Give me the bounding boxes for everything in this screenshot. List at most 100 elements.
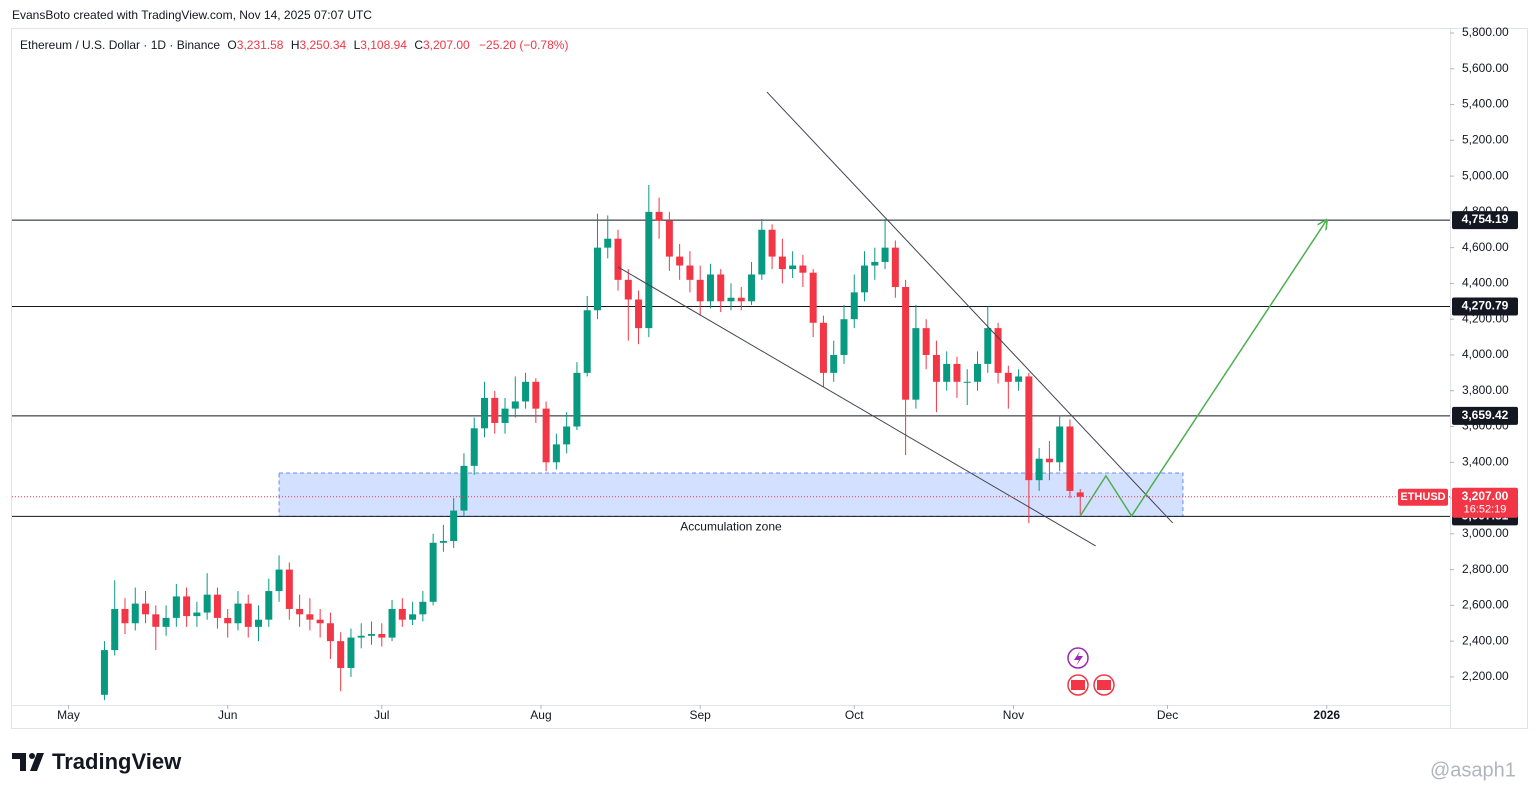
candle-body	[224, 617, 232, 624]
candle-body	[121, 608, 129, 624]
candle-body	[963, 381, 971, 383]
candle-body	[439, 540, 447, 543]
candle-body	[922, 328, 930, 355]
candle-body	[655, 211, 663, 221]
candle-body	[830, 354, 838, 373]
y-tick-label: 3,000.00	[1462, 526, 1509, 540]
x-tick-label: Aug	[530, 708, 551, 722]
event-icons	[1067, 647, 1115, 696]
candle-body	[183, 596, 191, 617]
y-tick-label: 3,400.00	[1462, 454, 1509, 468]
candle-body	[162, 617, 170, 627]
open-value: 3,231.58	[237, 38, 284, 52]
candle-body	[1066, 426, 1074, 491]
level-tag	[1452, 406, 1518, 425]
low-value: 3,108.94	[360, 38, 407, 52]
candle-body	[450, 510, 458, 541]
candle-body	[111, 608, 119, 651]
trendline	[766, 91, 1174, 524]
candle-body	[193, 612, 201, 617]
candle-body	[542, 408, 550, 463]
x-tick-label: Jun	[218, 708, 237, 722]
candle-body	[563, 426, 571, 445]
y-tick-label: 4,000.00	[1462, 347, 1509, 361]
candle-body	[727, 297, 735, 302]
y-tick-label: 2,200.00	[1462, 669, 1509, 683]
last-price-label: 3,207.00	[1462, 489, 1509, 503]
high-value: 3,250.34	[300, 38, 347, 52]
level-tag-label: 4,270.79	[1462, 299, 1509, 313]
y-tick-label: 5,000.00	[1462, 168, 1509, 182]
candle-body	[152, 614, 160, 627]
candle-body	[912, 328, 920, 400]
candle-body	[306, 614, 314, 620]
candle-body	[357, 635, 365, 638]
candle-body	[378, 633, 386, 638]
panel-border	[11, 28, 1528, 729]
candle-body	[511, 401, 519, 409]
candle-body	[398, 608, 406, 620]
candle-body	[984, 328, 992, 364]
candle-body	[460, 465, 468, 511]
last-price-name: ETHUSD	[1400, 491, 1445, 503]
y-tick-label: 4,400.00	[1462, 276, 1509, 290]
candle-body	[593, 247, 601, 311]
watermark: @asaph1	[1430, 759, 1516, 781]
candle-body	[768, 229, 776, 257]
brand: TradingView	[12, 749, 182, 774]
candle-body	[522, 381, 530, 402]
candle-body	[255, 619, 263, 627]
level-tag	[1452, 211, 1518, 230]
event-icon-bolt	[1074, 651, 1083, 666]
y-tick-label: 5,800.00	[1462, 25, 1509, 39]
candle-body	[1056, 426, 1064, 463]
candle-body	[368, 633, 375, 636]
candle-body	[819, 322, 827, 373]
x-tick-label: Oct	[845, 708, 864, 722]
candle-body	[1025, 376, 1033, 481]
candle-body	[470, 428, 478, 466]
zone-label: Accumulation zone	[680, 520, 782, 534]
candle-body	[213, 594, 221, 618]
candle-body	[409, 614, 417, 620]
candle-body	[737, 297, 745, 302]
candle-body	[142, 603, 150, 615]
y-tick-label: 2,800.00	[1462, 562, 1509, 576]
candle-body	[275, 569, 283, 592]
x-tick-label: Jul	[374, 708, 389, 722]
candle-body	[347, 637, 355, 668]
candle-body	[491, 397, 499, 423]
candle-body	[131, 603, 139, 624]
level-tag	[1452, 297, 1518, 316]
candle-body	[326, 623, 334, 642]
candle-body	[583, 310, 591, 373]
candle-body	[1015, 376, 1023, 382]
candle-body	[850, 292, 858, 320]
candle-body	[573, 372, 581, 427]
y-tick-label: 2,600.00	[1462, 598, 1509, 612]
candle-body	[1035, 458, 1043, 481]
y-tick-label: 2,400.00	[1462, 633, 1509, 647]
change: −25.20 (−0.78%)	[479, 38, 568, 52]
open-key: O	[227, 38, 236, 52]
projection-path	[1079, 220, 1327, 518]
candle-body	[665, 220, 673, 257]
candle-body	[316, 619, 324, 624]
candle-body	[809, 272, 817, 323]
candle-body	[748, 274, 756, 302]
candle-body	[635, 299, 643, 329]
brand-logo	[12, 753, 44, 771]
candle-body	[686, 265, 694, 280]
trendline	[617, 266, 1096, 547]
candle-body	[388, 608, 396, 638]
candle-body	[244, 603, 252, 627]
candle-body	[932, 354, 940, 382]
y-tick-label: 5,200.00	[1462, 132, 1509, 146]
brand-name: TradingView	[52, 749, 182, 774]
candle-body	[624, 279, 632, 300]
candle-body	[974, 363, 982, 382]
candle-body	[881, 247, 889, 262]
candle-body	[614, 238, 622, 280]
candle-body	[552, 444, 560, 463]
